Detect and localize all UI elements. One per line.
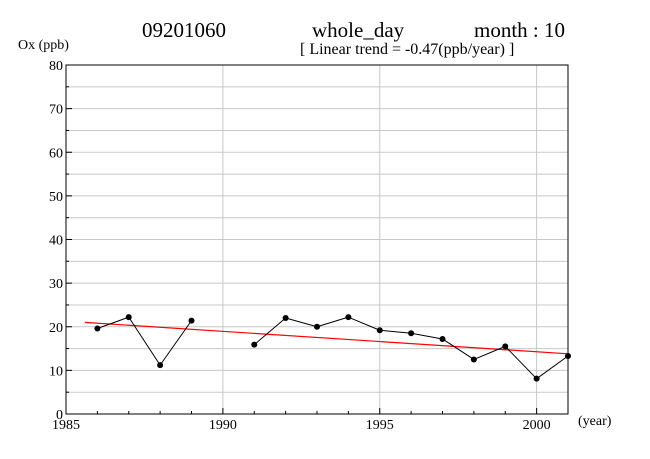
y-axis-label: Ox (ppb) [18, 38, 69, 53]
series-segment [128, 316, 161, 366]
series-segment [316, 316, 349, 328]
data-point [345, 314, 352, 321]
y-tick-label: 30 [49, 277, 63, 292]
y-tick-label: 70 [49, 103, 63, 118]
y-tick-label: 20 [49, 321, 63, 336]
y-tick-label: 40 [49, 234, 63, 249]
month-label: month : 10 [474, 18, 566, 42]
x-tick-label: 2000 [523, 418, 551, 433]
data-point [376, 327, 383, 334]
station-id: 09201060 [142, 18, 226, 42]
series-segment [379, 329, 412, 334]
series-segment [473, 345, 506, 360]
x-axis-label: (year) [578, 414, 612, 429]
data-point [94, 325, 101, 332]
data-point [282, 315, 289, 322]
x-tick-label: 1985 [52, 418, 80, 433]
data-point [251, 341, 258, 348]
data-point [314, 323, 320, 330]
series-segment [442, 338, 475, 360]
y-tick-label: 0 [56, 408, 63, 423]
trend-label: [ Linear trend = -0.47(ppb/year) ] [300, 41, 515, 58]
series-segment [348, 316, 380, 331]
y-tick-label: 50 [49, 190, 63, 205]
series-segment [159, 320, 192, 366]
y-tick-label: 60 [49, 146, 63, 161]
period-label: whole_day [312, 18, 405, 42]
x-tick-label: 1995 [366, 418, 394, 433]
data-point [533, 375, 540, 382]
data-point [565, 352, 571, 359]
data-point [408, 330, 415, 337]
y-tick-label: 80 [49, 59, 63, 74]
data-point [502, 343, 509, 350]
x-tick-label: 1990 [209, 418, 237, 433]
data-point [439, 335, 446, 342]
series-segment [253, 317, 286, 346]
data-point [188, 317, 195, 324]
data-point [125, 314, 132, 321]
y-tick-label: 10 [49, 364, 63, 379]
series-segment [536, 355, 569, 380]
series-segment [504, 346, 537, 380]
series-segment [411, 332, 443, 340]
series-segment [285, 317, 318, 328]
linear-trend-line [84, 321, 569, 355]
data-point [157, 362, 164, 369]
data-point [470, 356, 477, 363]
series-segment [97, 316, 129, 329]
